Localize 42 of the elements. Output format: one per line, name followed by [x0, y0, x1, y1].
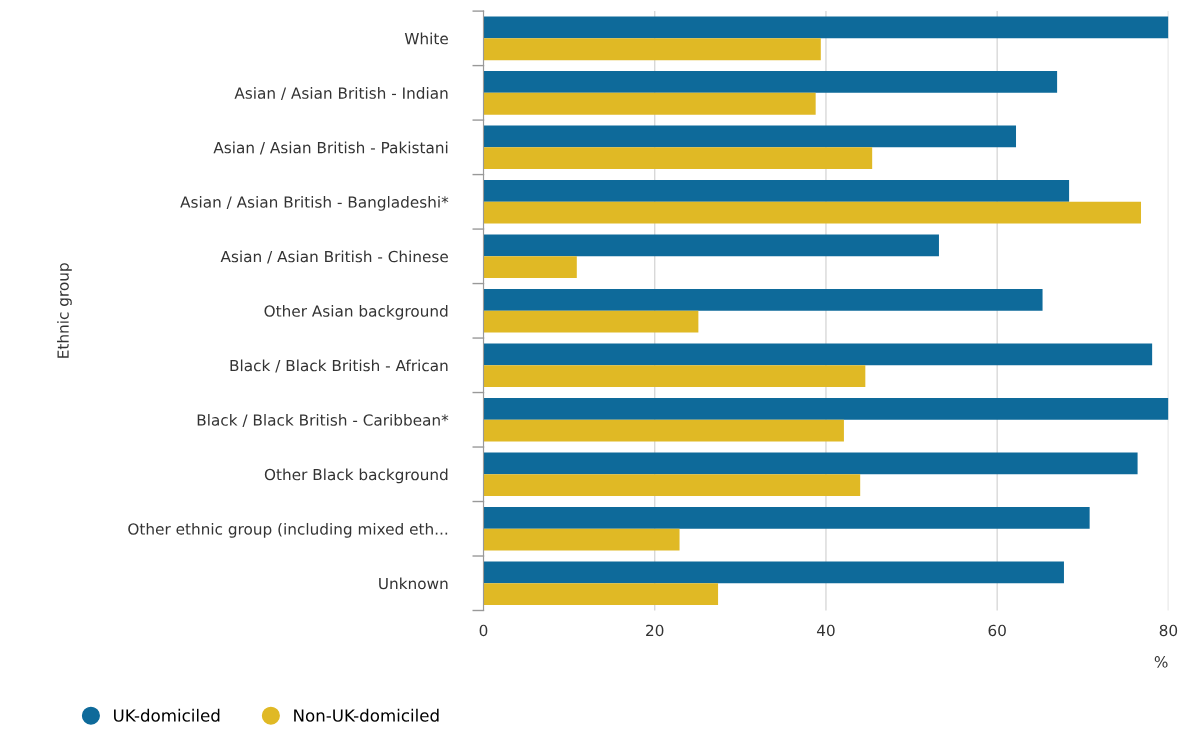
y-tick-label: Black / Black British - African [230, 359, 448, 373]
bar [483, 397, 1169, 420]
y-tick-label: Unknown [379, 577, 448, 590]
x-tick-label: 80 [1159, 624, 1178, 637]
y-tick-label: Other ethnic group (including mixed eth... [128, 522, 448, 538]
y-tick-label: Black / Black British - Caribbean* [197, 413, 449, 427]
y-tick-label: Asian / Asian British - Indian [234, 87, 448, 101]
bar [483, 561, 1064, 584]
y-tick-label: Other Black background [264, 468, 448, 484]
bar [483, 234, 939, 257]
bar [483, 256, 577, 279]
bar [483, 180, 1070, 202]
y-tick-label: Asian / Asian British - Chinese [220, 250, 448, 264]
y-tick-label: White [404, 32, 448, 45]
bar [483, 365, 866, 388]
bar [483, 147, 873, 170]
bar [483, 125, 1017, 148]
x-tick-label: 60 [988, 624, 1006, 637]
bar [483, 38, 821, 61]
x-tick-label: 40 [816, 624, 835, 637]
bar [483, 528, 680, 551]
bar [483, 419, 844, 442]
legend-label: Non-UK-domiciled [294, 708, 439, 722]
y-tick-label: Asian / Asian British - Bangladeshi* [180, 196, 449, 211]
x-tick-label: 20 [646, 624, 664, 637]
x-axis-title: % [1154, 656, 1168, 668]
x-tick-label: 0 [479, 624, 488, 637]
bar [483, 452, 1138, 475]
y-tick-label: Other Asian background [264, 305, 448, 320]
y-tick-label: Asian / Asian British - Pakistani [213, 141, 448, 155]
legend-label: UK-domiciled [114, 708, 220, 722]
bar [483, 506, 1090, 529]
bar [483, 583, 719, 606]
bar [483, 201, 1142, 224]
bar [483, 71, 1058, 93]
bar [483, 92, 816, 115]
bar [483, 16, 1169, 39]
bar [483, 289, 1043, 311]
bar [483, 343, 1153, 366]
y-axis-title: Ethnic group [57, 263, 72, 358]
bar [483, 310, 699, 333]
bar [483, 474, 861, 497]
